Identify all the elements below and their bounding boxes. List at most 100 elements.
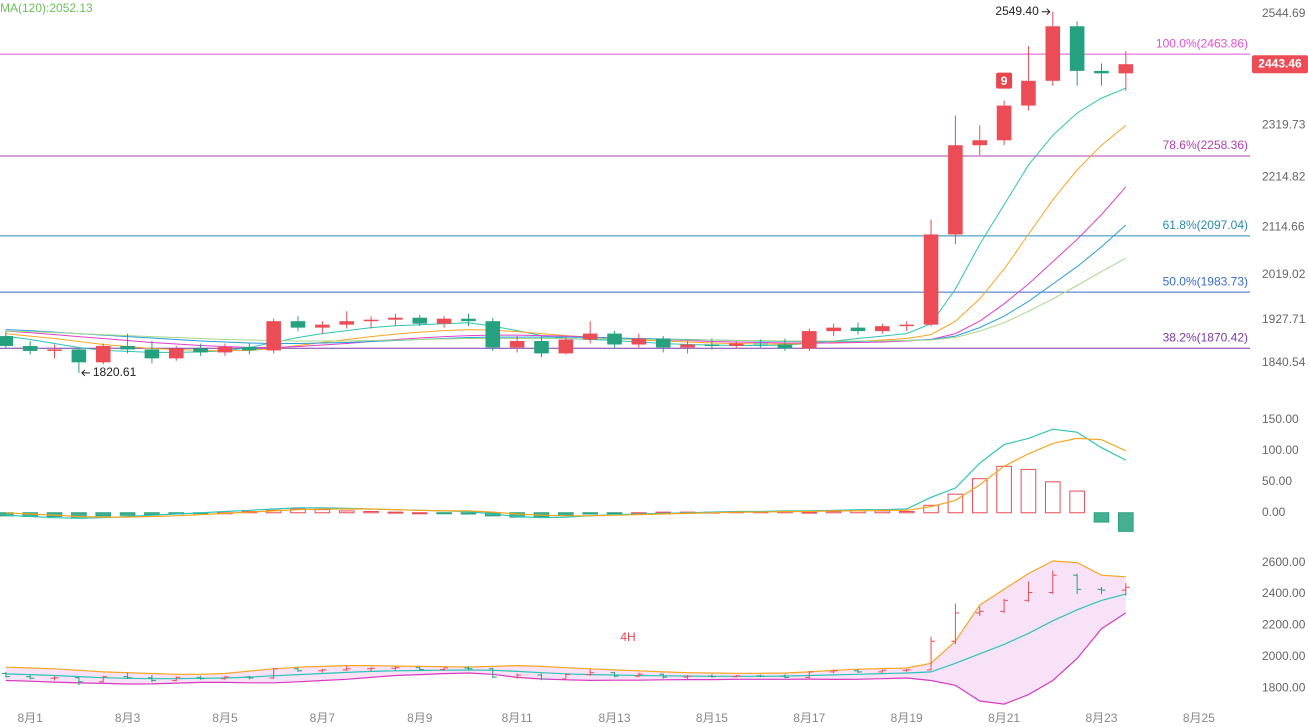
x-tick-label: 8月19 [891,711,923,725]
y-tick-label: 2019.02 [1262,267,1306,281]
x-tick-label: 8月7 [310,711,336,725]
macd-bar [460,512,477,515]
candle-body [704,344,720,346]
macd-bar [119,512,136,516]
candle-body [680,344,695,348]
x-tick-label: 8月21 [988,711,1020,725]
macd-bar [923,504,939,514]
candle-body [290,321,306,328]
candle-body [485,321,501,348]
candle-body [582,333,598,340]
candle-body [168,348,184,359]
macd-bar [338,510,355,514]
candle-body [996,105,1012,141]
x-tick-label: 8月13 [599,711,631,725]
candle-body [242,346,257,351]
macd-bar [387,511,404,514]
candle-body [144,349,160,359]
macd-bar [1118,512,1134,532]
macd-bar [411,512,428,515]
candle-body [339,321,355,325]
macd-bar [947,493,964,514]
fib-label: 50.0%(1983.73) [1163,274,1248,288]
candle-body [826,327,841,332]
timeframe-label: 4H [620,630,635,644]
band-line [5,560,1126,675]
candle-body [217,346,233,353]
x-tick-label: 8月5 [212,711,238,725]
y-tick-label: 2000.00 [1262,649,1306,663]
macd-bar [996,465,1012,514]
td-marker [996,72,1013,89]
macd-bar [558,512,574,516]
candle-body [1045,26,1061,81]
candle-body [948,145,963,235]
y-tick-label: 2600.00 [1262,555,1306,569]
x-tick-label: 8月25 [1183,711,1215,725]
candle-body [47,349,62,351]
candle-body [802,331,817,349]
y-tick-label: 2319.73 [1262,118,1306,132]
y-tick-label: 2400.00 [1262,586,1306,600]
candle-body [71,349,87,363]
candle-body [120,345,135,350]
candle-body [363,319,379,322]
candle-body [436,318,452,324]
fib-label: 100.0%(2463.86) [1156,36,1248,50]
x-tick-label: 8月11 [502,711,533,725]
macd-bar [314,509,331,514]
macd-bar [1093,512,1110,523]
candle-body [95,345,111,363]
y-tick-label: 2200.00 [1262,618,1306,632]
x-tick-label: 8月9 [407,711,433,725]
candle-body [412,317,428,324]
candle-body [0,336,14,346]
macd-bar [825,511,842,514]
x-tick-label: 8月3 [115,711,141,725]
band-line [5,612,1127,705]
y-tick-label: 2114.66 [1262,219,1305,233]
candle-body [777,344,793,349]
macd-bar [363,511,379,514]
macd-bar [1044,481,1061,514]
x-tick-label: 8月23 [1085,711,1117,725]
candle-body [315,324,330,328]
y-tick-label: 1840.54 [1262,355,1306,369]
fib-label: 61.8%(2097.04) [1163,218,1248,232]
macd-line [5,428,1127,519]
low-label: 1820.61 [93,365,137,379]
macd-bar [582,512,598,515]
macd-bar [874,510,891,514]
low-arrow [81,369,90,377]
macd-bar [1069,490,1085,514]
y-tick-label: 1800.00 [1262,681,1306,695]
ma-line [5,257,1127,342]
candle-body [461,318,476,322]
last-price-box [1252,55,1308,74]
candle-body [1069,26,1085,71]
macd-bar [971,478,988,514]
candle-body [558,339,574,354]
y-tick-label: 100.00 [1262,443,1299,457]
macd-bar [1020,468,1037,514]
candle-body [534,341,549,354]
candle-body [607,333,622,345]
candle-body [923,234,939,325]
macd-bar [95,512,112,517]
ma-label: MA(120):2052.13 [0,1,93,15]
candle-body [193,348,208,353]
macd-bar [606,512,623,515]
candle-body [753,343,768,345]
y-tick-label: 50.00 [1262,474,1292,488]
candle-body [972,140,988,146]
candle-body [1021,80,1036,106]
fib-label: 78.6%(2258.36) [1163,138,1248,152]
candle-body [850,327,866,332]
macd-line [5,437,1127,518]
candle-body [1094,70,1109,74]
candle-body [509,341,525,348]
y-tick-label: 1927.71 [1262,312,1306,326]
macd-bar [290,508,306,514]
